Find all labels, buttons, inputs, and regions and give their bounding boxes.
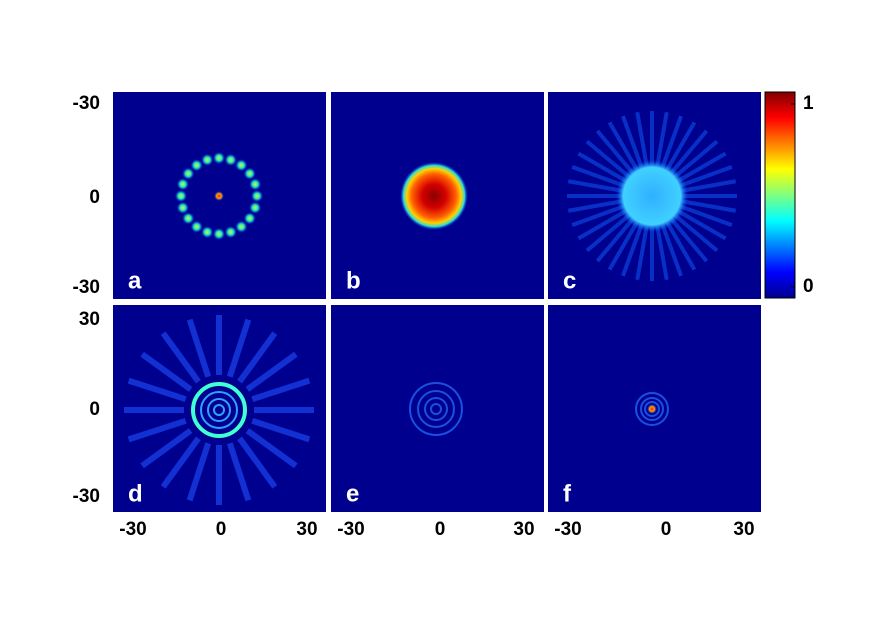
spot xyxy=(175,190,187,202)
colorbar-tick-label: 0 xyxy=(803,276,814,297)
spot xyxy=(243,167,256,180)
spot xyxy=(213,152,225,164)
x-tick-label: 0 xyxy=(661,519,672,540)
spot xyxy=(201,153,214,166)
ray xyxy=(226,442,252,502)
spot xyxy=(201,226,214,239)
spot xyxy=(213,228,225,240)
blob xyxy=(400,162,468,230)
ray xyxy=(186,442,212,502)
panel-label: b xyxy=(346,267,361,294)
ring xyxy=(430,403,442,415)
spot xyxy=(243,212,256,225)
panel-label: d xyxy=(128,480,143,507)
ray xyxy=(251,377,311,403)
ray xyxy=(140,351,193,392)
x-tick-label: -30 xyxy=(337,519,364,540)
panel-label: f xyxy=(563,480,572,507)
ray xyxy=(160,331,201,384)
ray xyxy=(127,417,187,443)
ray xyxy=(245,351,298,392)
ring xyxy=(424,397,448,421)
y-tick-label: -30 xyxy=(73,486,100,507)
spot xyxy=(224,226,237,239)
x-tick-label: 0 xyxy=(216,519,227,540)
spot xyxy=(251,190,263,202)
ring xyxy=(213,404,225,416)
ring xyxy=(644,401,660,417)
ray xyxy=(251,417,311,443)
ray xyxy=(226,318,252,378)
ring xyxy=(200,391,238,429)
spot xyxy=(249,178,262,191)
spot xyxy=(182,212,195,225)
ring xyxy=(417,390,455,428)
spot xyxy=(182,167,195,180)
x-tick-label: 30 xyxy=(733,519,754,540)
spot xyxy=(176,201,189,214)
spot xyxy=(214,191,224,201)
ring xyxy=(640,397,664,421)
spot xyxy=(224,153,237,166)
x-tick-label: 0 xyxy=(435,519,446,540)
panels xyxy=(113,92,761,512)
x-tick-label: 30 xyxy=(513,519,534,540)
x-tick-label: 30 xyxy=(296,519,317,540)
spot xyxy=(647,404,657,414)
y-tick-label: 0 xyxy=(89,399,100,420)
panel-label: a xyxy=(128,267,142,294)
spot xyxy=(235,159,248,172)
y-tick-label: 30 xyxy=(79,309,100,330)
y-tick-label: 0 xyxy=(89,187,100,208)
ray xyxy=(160,436,201,489)
ray xyxy=(127,377,187,403)
ray xyxy=(140,428,193,469)
x-tick-label: -30 xyxy=(119,519,146,540)
spot xyxy=(190,159,203,172)
panel-label: e xyxy=(346,480,359,507)
ring xyxy=(635,392,669,426)
ring xyxy=(409,382,463,436)
ray xyxy=(237,331,278,384)
spot xyxy=(249,201,262,214)
spot xyxy=(190,220,203,233)
x-tick-label: -30 xyxy=(554,519,581,540)
disk xyxy=(616,160,688,232)
panel xyxy=(331,305,544,512)
spot xyxy=(176,178,189,191)
ray xyxy=(245,428,298,469)
colorbar-tick-label: 1 xyxy=(803,93,814,114)
spot xyxy=(235,220,248,233)
y-tick-label: -30 xyxy=(73,93,100,114)
ray xyxy=(237,436,278,489)
ray xyxy=(186,318,212,378)
y-tick-label: -30 xyxy=(73,277,100,298)
panel-label: c xyxy=(563,267,576,294)
colorbar xyxy=(764,91,796,299)
ring xyxy=(191,382,247,438)
ring xyxy=(207,398,231,422)
